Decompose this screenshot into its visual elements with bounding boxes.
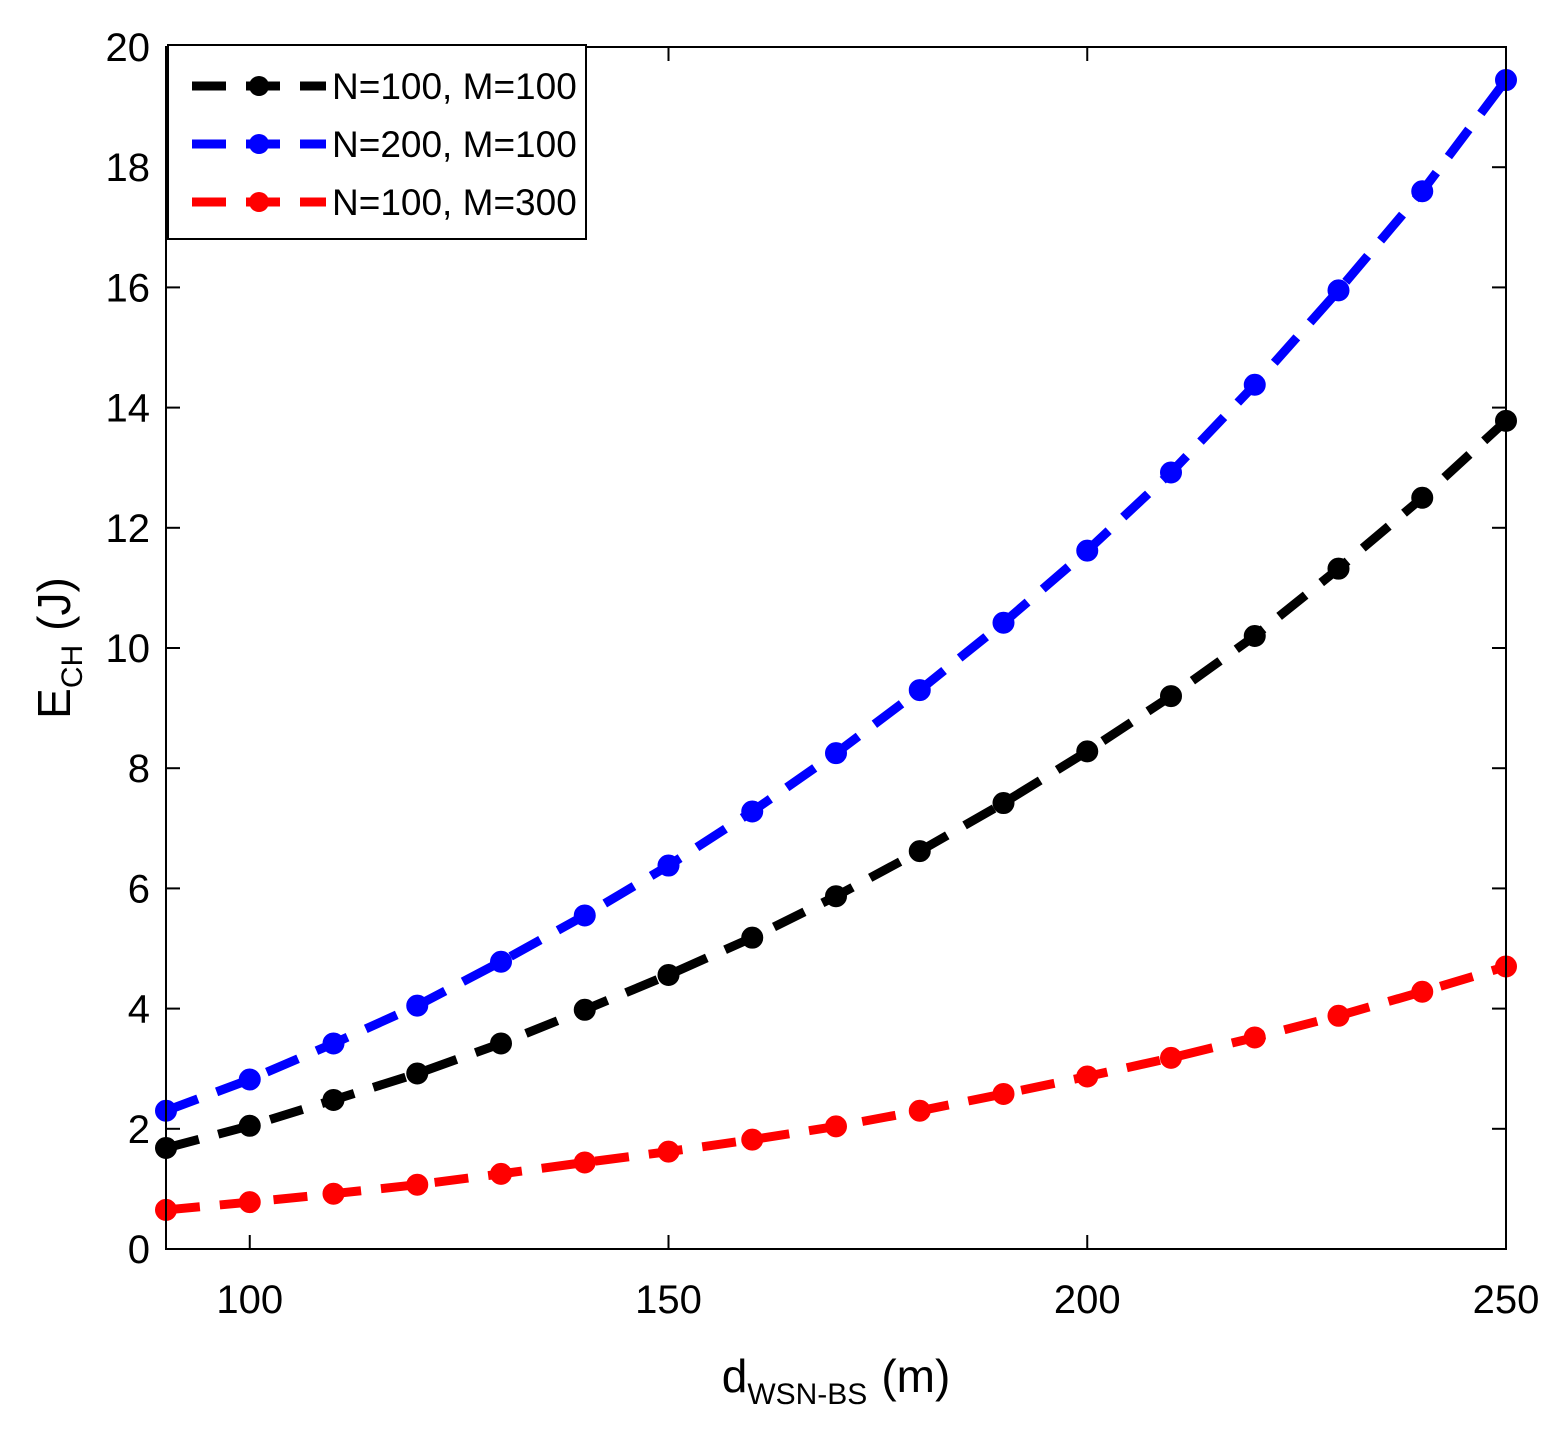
x-tick-label: 250 [1473,1278,1540,1322]
data-point-n-100-m-300 [490,1162,512,1185]
series-n-100-m-100 [155,409,1517,1160]
series-n-200-m-100 [155,69,1517,1122]
data-point-n-100-m-100 [322,1088,345,1111]
x-tick-label: 150 [635,1278,702,1322]
x-tick-label: 100 [216,1278,283,1322]
plot-area [155,69,1517,1221]
data-point-n-100-m-300 [573,1151,596,1174]
data-point-n-100-m-300 [1076,1065,1099,1088]
data-point-n-100-m-100 [1243,624,1266,647]
data-point-n-100-m-300 [908,1099,931,1122]
data-point-n-100-m-300 [406,1173,429,1196]
data-point-n-100-m-100 [1160,685,1182,708]
data-point-n-100-m-300 [741,1128,764,1151]
data-point-n-200-m-100 [1327,279,1350,302]
data-point-n-100-m-300 [1327,1004,1350,1027]
data-point-n-200-m-100 [741,800,764,823]
data-point-n-100-m-100 [406,1062,429,1085]
y-tick-label: 4 [128,988,150,1032]
series-n-100-m-300 [155,955,1517,1221]
axes-frame [165,46,1507,1250]
legend-label: N=100, M=300 [332,182,577,223]
data-point-n-100-m-100 [992,792,1015,815]
x-axis-label: dWSN-BS (m) [722,1350,951,1411]
y-tick-label: 6 [128,867,150,911]
y-tick-label: 2 [128,1108,150,1152]
legend-marker [249,76,269,96]
axis-ticks: 0 2 4 6 8 10 12 14 16 18 20 100 150 200 250 [106,26,1540,1322]
data-point-n-200-m-100 [490,950,512,973]
data-point-n-200-m-100 [992,611,1015,634]
data-point-n-100-m-300 [1243,1026,1266,1049]
legend-box [167,44,587,240]
data-point-n-200-m-100 [1243,373,1266,396]
y-tick-label: 16 [106,266,151,310]
legend-label: N=200, M=100 [332,124,577,165]
y-tick-label: 12 [106,507,151,551]
data-point-n-100-m-100 [1076,740,1099,763]
legend-marker [249,134,269,154]
legend-label: N=100, M=100 [332,66,577,107]
y-tick-label: 0 [128,1228,150,1272]
legend: N=100, M=100 N=200, M=100 N=100, M=300 [167,44,587,240]
data-point-n-100-m-100 [825,885,847,908]
data-point-n-100-m-300 [1411,980,1434,1003]
y-tick-label: 20 [106,26,151,70]
data-point-n-100-m-100 [741,926,764,949]
x-tick-label: 200 [1054,1278,1121,1322]
data-point-n-200-m-100 [1076,539,1099,562]
data-point-n-200-m-100 [1160,461,1182,484]
data-point-n-200-m-100 [573,904,596,927]
data-point-n-100-m-100 [657,963,680,986]
legend-item-n-100-m-300: N=100, M=300 [192,182,577,223]
data-point-n-100-m-100 [238,1114,261,1137]
data-point-n-200-m-100 [238,1068,261,1091]
data-point-n-200-m-100 [406,994,429,1017]
legend-item-n-100-m-100: N=100, M=100 [192,66,577,107]
data-point-n-100-m-300 [657,1140,680,1163]
data-point-n-100-m-300 [238,1191,261,1214]
data-point-n-200-m-100 [908,679,931,702]
data-point-n-100-m-300 [992,1082,1015,1105]
data-point-n-200-m-100 [322,1032,345,1055]
legend-item-n-200-m-100: N=200, M=100 [192,124,577,165]
data-point-n-100-m-100 [1327,557,1350,580]
data-point-n-200-m-100 [825,742,847,765]
y-tick-label: 18 [106,146,151,190]
y-axis-label: ECH(J) [28,577,89,719]
data-point-n-100-m-300 [1160,1046,1182,1069]
data-point-n-200-m-100 [1411,180,1434,203]
data-point-n-200-m-100 [657,854,680,877]
y-tick-label: 10 [106,627,151,671]
data-point-n-100-m-300 [825,1115,847,1138]
data-point-n-100-m-100 [573,998,596,1021]
data-point-n-100-m-100 [908,840,931,863]
y-tick-label: 14 [106,387,151,431]
legend-marker [249,192,269,212]
data-point-n-100-m-300 [322,1182,345,1205]
data-point-n-100-m-100 [1411,486,1434,509]
y-tick-label: 8 [128,747,150,791]
data-point-n-100-m-100 [490,1032,512,1055]
